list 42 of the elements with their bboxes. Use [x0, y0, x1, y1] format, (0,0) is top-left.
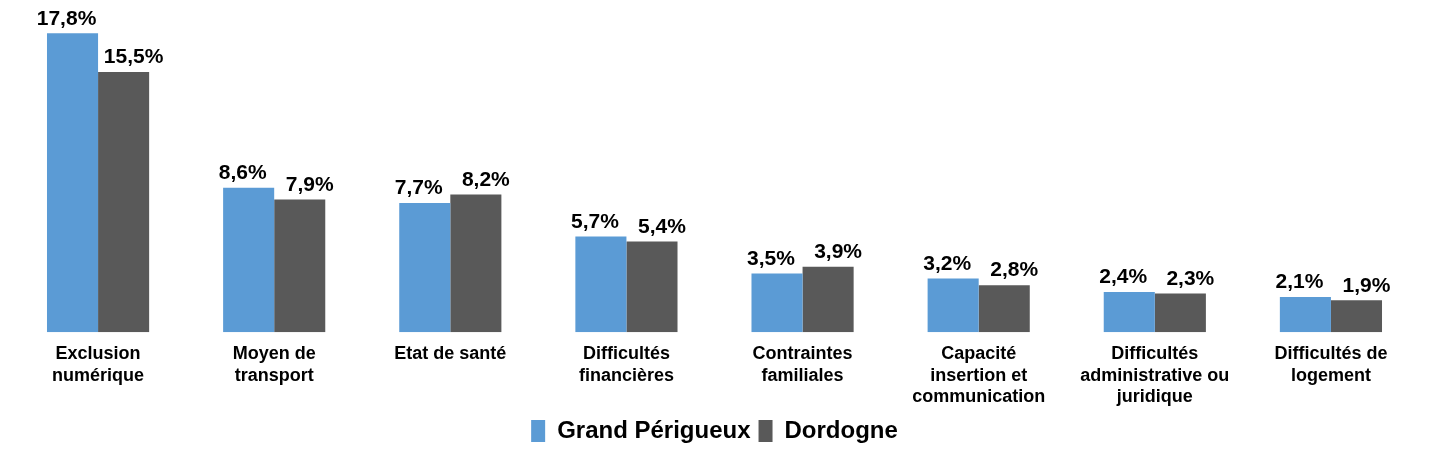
data-label: 8,2% — [461, 166, 511, 190]
bar — [802, 266, 854, 333]
x-tick-label: Moyen de transport — [232, 342, 316, 385]
bar — [927, 278, 979, 333]
data-label: 2,8% — [990, 257, 1039, 281]
bar — [450, 194, 502, 333]
bar — [1154, 293, 1206, 333]
x-tick-label: Difficultés de logement — [1274, 342, 1388, 385]
bar — [98, 71, 150, 333]
bar — [978, 285, 1030, 333]
x-tick-label: Difficultés administrative ou juridique — [1080, 342, 1230, 407]
bar — [1279, 296, 1331, 333]
legend-label: Grand Périgueux — [557, 415, 752, 443]
bar — [751, 273, 803, 333]
x-tick-label: Exclusion numérique — [52, 342, 145, 385]
bar — [399, 202, 451, 333]
bar — [1330, 300, 1383, 333]
bar — [575, 236, 627, 333]
data-label: 2,3% — [1166, 265, 1215, 289]
data-label: 3,5% — [747, 245, 796, 269]
data-label: 7,7% — [394, 175, 444, 199]
bar — [223, 187, 275, 333]
x-tick-label: Etat de santé — [394, 342, 507, 363]
data-label: 5,4% — [638, 213, 687, 237]
bar — [46, 33, 99, 333]
data-label: 2,1% — [1275, 269, 1324, 293]
x-tick-label: Difficultés financières — [578, 342, 674, 385]
data-label: 7,9% — [285, 171, 334, 195]
bar — [1103, 291, 1155, 333]
bar — [626, 241, 678, 333]
data-label: 3,2% — [923, 250, 972, 274]
data-label: 17,8% — [36, 5, 97, 29]
data-label: 8,6% — [218, 160, 267, 184]
x-tick-label: Capacité insertion et communication — [912, 342, 1046, 407]
data-label: 1,9% — [1342, 272, 1391, 296]
data-label: 3,9% — [814, 239, 863, 263]
data-label: 2,4% — [1099, 264, 1148, 288]
data-label: 15,5% — [103, 44, 164, 68]
data-label: 5,7% — [570, 208, 620, 232]
bar — [274, 199, 326, 333]
x-tick-label: Contraintes familiales — [752, 342, 853, 385]
legend-label: Dordogne — [784, 415, 898, 443]
